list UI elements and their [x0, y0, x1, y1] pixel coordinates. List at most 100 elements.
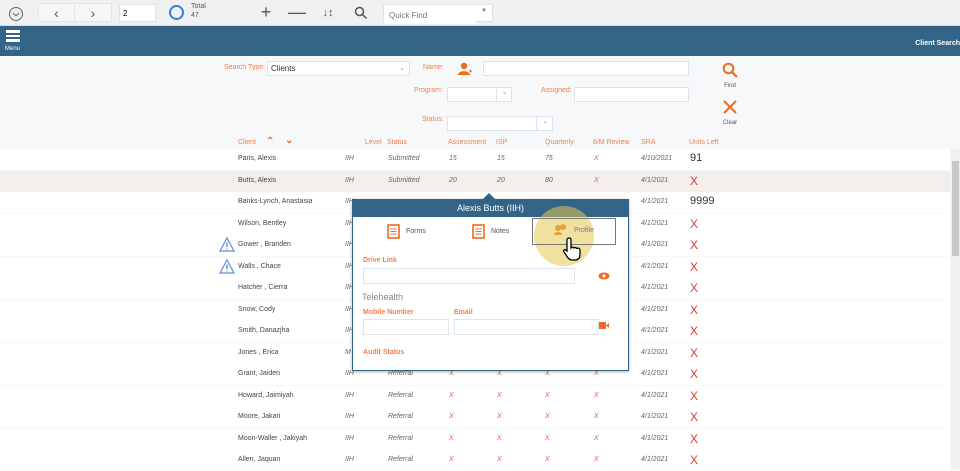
col-sra[interactable]: SRA [641, 139, 656, 146]
cell-review: X [594, 155, 599, 162]
status-select[interactable]: ⌄ [447, 116, 553, 131]
cell-isp: X [497, 456, 502, 463]
cell-client[interactable]: Moon-Waller , Jakiyah [238, 434, 307, 442]
cell-client[interactable]: Smith, Danazjha [238, 327, 290, 334]
col-quarterly[interactable]: Quarterly [545, 139, 574, 146]
next-button[interactable]: › [90, 4, 96, 21]
cell-sra: 4/1/2021 [641, 284, 669, 291]
cell-units: X [690, 410, 699, 424]
cell-sra: 4/1/2021 [641, 219, 669, 227]
cell-client[interactable]: Paris, Alexis [238, 155, 277, 162]
warning-icon [218, 236, 236, 254]
cell-units: X [690, 302, 699, 317]
page-input[interactable] [119, 4, 156, 22]
col-client[interactable]: Client [238, 139, 256, 146]
notes-tab[interactable]: Notes [472, 224, 509, 239]
cell-client[interactable]: Banks-Lynch, Anastasia [238, 198, 313, 205]
scrollbar[interactable] [951, 149, 960, 469]
assigned-input[interactable] [574, 87, 689, 102]
col-isp[interactable]: ISP [496, 139, 508, 146]
table-row[interactable]: Grant, Jaiden IIH Referral X X X X 4/1/2021 X [0, 364, 950, 385]
find-button[interactable]: Find [717, 62, 743, 89]
cell-status: Submitted [388, 176, 420, 184]
col-units[interactable]: Units Left [689, 139, 719, 146]
remove-button[interactable]: — [288, 2, 306, 22]
cell-isp: X [497, 391, 502, 399]
quick-find[interactable]: ▼ [383, 4, 493, 24]
col-status[interactable]: Status [387, 139, 407, 146]
cell-client[interactable]: Gower , Branden [238, 241, 291, 248]
quick-find-dropdown-icon[interactable]: ▼ [481, 8, 487, 14]
cell-units: X [690, 453, 699, 467]
name-input[interactable] [483, 61, 689, 76]
table-row[interactable]: Butts, Alexis IIH Submitted 20 20 80 X 4/1/2021… [0, 170, 950, 192]
add-button[interactable]: + [260, 2, 272, 22]
search-dropdown-icon[interactable] [350, 3, 372, 22]
cell-level: IIH [345, 241, 354, 248]
cell-client[interactable]: Grant, Jaiden [238, 370, 281, 377]
email-input[interactable] [454, 319, 599, 335]
cell-client[interactable]: Moore, Jakari [238, 413, 281, 420]
cell-status: Referral [388, 456, 413, 463]
table-row[interactable]: Paris, Alexis IIH Submitted 15 15 75 X 4/10/202… [0, 149, 950, 170]
cell-sra: 4/1/2021 [641, 305, 669, 313]
mobile-input[interactable] [363, 319, 449, 335]
cell-level: IIH [345, 456, 354, 463]
cell-units: X [690, 388, 699, 403]
cell-quarterly: 80 [545, 176, 553, 184]
search-type-select[interactable]: Clients ⌄ [267, 61, 410, 76]
cell-client[interactable]: Walls , Chace [238, 262, 281, 270]
forms-tab[interactable]: Forms [387, 224, 426, 239]
cell-assessment: X [449, 434, 454, 442]
total-ring-icon [169, 5, 184, 20]
cell-client[interactable]: Butts, Alexis [238, 176, 277, 184]
page-title: Client Search [915, 40, 960, 47]
cell-units: X [690, 173, 699, 188]
quick-find-input[interactable] [384, 7, 476, 24]
cell-units: X [690, 367, 699, 381]
cell-status: Referral [388, 413, 413, 420]
drive-link-input[interactable] [363, 268, 575, 284]
menu-button[interactable] [6, 30, 20, 42]
sort-desc-icon[interactable]: ⌄ [285, 135, 294, 146]
cell-isp: X [497, 434, 502, 442]
sort-az-icon[interactable]: ↓↕ [322, 6, 334, 19]
profile-label: Profile [574, 227, 594, 234]
cell-level: IIH [345, 155, 354, 162]
cell-sra: 4/1/2021 [641, 370, 669, 377]
cell-quarterly: X [545, 434, 550, 442]
add-person-icon[interactable] [458, 62, 472, 76]
cell-client[interactable]: Wilson, Bentley [238, 219, 287, 227]
table-row[interactable]: Moore, Jakari IIH Referral X X X X 4/1/2021 X [0, 407, 950, 428]
table-row[interactable]: Moon-Waller , Jakiyah IIH Referral X X X X 4/1/… [0, 428, 950, 450]
eye-icon[interactable] [598, 272, 610, 280]
collapse-chevron-icon[interactable] [6, 4, 26, 23]
cell-units: X [690, 259, 699, 274]
popup-pointer [483, 193, 495, 199]
clear-button[interactable]: Clear [717, 99, 743, 126]
col-level[interactable]: Level [365, 139, 382, 146]
cell-client[interactable]: Howard, Jaimiyah [238, 391, 294, 399]
col-review[interactable]: 6/M Review [593, 139, 630, 146]
col-assessment[interactable]: Assessment [448, 139, 487, 146]
cell-client[interactable]: Hatcher , Cierra [238, 284, 288, 291]
cell-status: Referral [388, 434, 413, 442]
table-row[interactable]: Allen, Jaquan IIH Referral X X X X 4/1/2021 X [0, 450, 950, 471]
cell-sra: 4/1/2021 [641, 348, 669, 356]
cell-quarterly: X [545, 370, 550, 377]
cell-client[interactable]: Jones , Erica [238, 348, 279, 356]
table-row[interactable]: Howard, Jaimiyah IIH Referral X X X X 4/1/2021 X [0, 385, 950, 407]
cell-client[interactable]: Snow, Cody [238, 305, 276, 313]
find-label: Find [724, 83, 736, 89]
program-select[interactable]: ⌄ [447, 87, 512, 102]
scrollbar-thumb[interactable] [952, 161, 959, 256]
profile-tab[interactable]: Profile [532, 218, 616, 245]
video-call-icon[interactable] [599, 322, 609, 329]
cell-units: 9999 [690, 195, 715, 207]
previous-button[interactable]: ‹ [39, 4, 76, 21]
cell-client[interactable]: Allen, Jaquan [238, 456, 281, 463]
cell-sra: 4/1/2021 [641, 176, 669, 184]
sort-asc-icon[interactable]: ⌃ [266, 136, 275, 147]
search-type-label: Search Type: [224, 64, 266, 71]
search-type-value: Clients [271, 64, 296, 73]
